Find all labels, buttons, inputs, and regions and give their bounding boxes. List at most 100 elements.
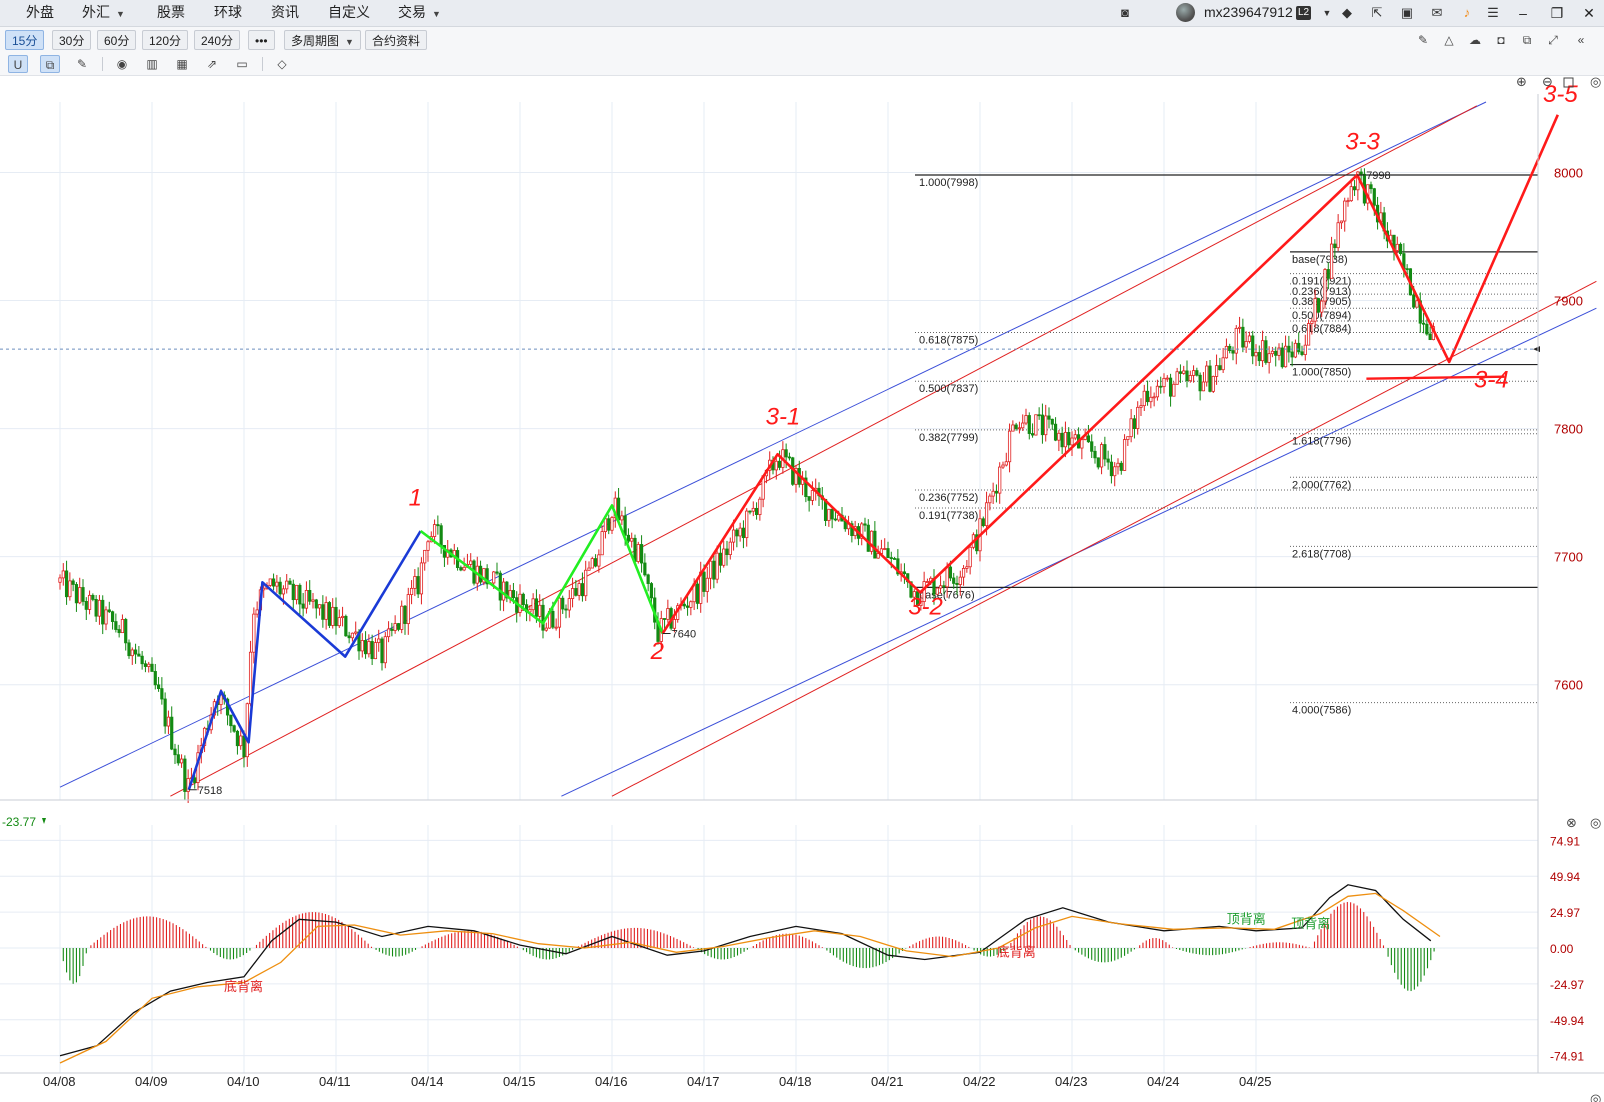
overlay-icon[interactable]: ⧉ bbox=[40, 55, 60, 73]
candle-body bbox=[1113, 466, 1117, 477]
candle-body bbox=[1004, 461, 1008, 466]
magnet-icon[interactable]: U bbox=[8, 55, 28, 73]
date-tick-label: 04/21 bbox=[871, 1074, 904, 1089]
close-panel-icon[interactable]: ⊗ bbox=[1566, 816, 1577, 831]
candle-body bbox=[143, 663, 148, 667]
candle-body bbox=[715, 552, 719, 580]
avatar[interactable] bbox=[1176, 3, 1195, 22]
menu-item-1[interactable]: 外汇 ▼ bbox=[82, 4, 125, 20]
period-button-0[interactable]: 15分 bbox=[5, 30, 45, 50]
candle-body bbox=[278, 581, 282, 595]
candle-body bbox=[1073, 434, 1077, 439]
candle-body bbox=[1300, 351, 1304, 355]
close-button[interactable]: ✕ bbox=[1583, 5, 1595, 21]
period-button-3[interactable]: 120分 bbox=[142, 30, 189, 50]
collapse-icon[interactable]: « bbox=[1577, 33, 1585, 47]
more-periods-button[interactable]: ••• bbox=[248, 30, 275, 50]
candle-body bbox=[511, 590, 516, 599]
candle-body bbox=[78, 587, 82, 604]
candle-body bbox=[570, 588, 575, 599]
candle-body bbox=[961, 568, 966, 578]
period-button-4[interactable]: 240分 bbox=[194, 30, 241, 50]
restore-button[interactable]: ❐ bbox=[1550, 5, 1564, 21]
candle-body bbox=[1030, 433, 1035, 436]
cloud-icon[interactable]: ☁ bbox=[1469, 33, 1481, 47]
zoom-in-icon[interactable]: ⊕ bbox=[1516, 75, 1527, 90]
grid-icon[interactable]: ▦ bbox=[176, 57, 188, 71]
candle-body bbox=[386, 628, 391, 638]
wave-lines bbox=[187, 114, 1559, 791]
settings-icon[interactable]: ◎ bbox=[1590, 816, 1601, 831]
candle-body bbox=[1270, 350, 1275, 355]
alert-bell-icon[interactable]: △ bbox=[1444, 33, 1454, 47]
panel-layout-icon[interactable] bbox=[1563, 77, 1574, 88]
draw-pen-icon[interactable]: ✎ bbox=[76, 57, 88, 71]
list-icon[interactable]: ☰ bbox=[1487, 5, 1499, 20]
eye-icon[interactable]: ◉ bbox=[116, 57, 128, 71]
candle-body bbox=[1001, 464, 1005, 468]
video-icon[interactable]: ▣ bbox=[1400, 5, 1414, 20]
minimize-button[interactable]: – bbox=[1519, 5, 1527, 21]
candle-body bbox=[1053, 423, 1058, 441]
fib-level-label: 0.382(7799) bbox=[919, 432, 978, 444]
candle-body bbox=[597, 554, 601, 567]
candle-body bbox=[1152, 396, 1156, 399]
candle-body bbox=[1021, 422, 1025, 429]
candle-body bbox=[288, 580, 292, 585]
candle-body bbox=[646, 574, 650, 584]
menu-item-6[interactable]: 交易 ▼ bbox=[398, 4, 441, 20]
fullscreen-icon[interactable]: ⤢ bbox=[1548, 33, 1558, 47]
candle-body bbox=[114, 621, 118, 630]
price-axis: 7600 7700 7800 7900 8000 bbox=[0, 165, 1583, 693]
candle-body bbox=[577, 583, 581, 596]
candle-body bbox=[587, 567, 591, 571]
fib-level-label: 0.618(7884) bbox=[1292, 323, 1351, 335]
period-button-1[interactable]: 30分 bbox=[52, 30, 92, 50]
menu-item-4[interactable]: 资讯 bbox=[271, 4, 299, 20]
fib-level-label: 0.500(7837) bbox=[919, 383, 978, 395]
pen-icon[interactable]: ✎ bbox=[1417, 33, 1429, 47]
ruler-icon[interactable]: ◇ bbox=[277, 57, 287, 71]
fib-level-label: 1.000(7850) bbox=[1292, 367, 1351, 379]
multi-period-button[interactable]: 多周期图 ▼ bbox=[284, 30, 361, 50]
window-icon[interactable]: ⧉ bbox=[1522, 33, 1532, 47]
macd-panel: -23.77 74.91 49.94 24.97 0.00 -24.97 -49.94 -74… bbox=[2, 815, 1584, 1064]
settings-icon[interactable]: ◎ bbox=[1590, 75, 1601, 90]
candle-body bbox=[91, 594, 95, 600]
menu-item-3[interactable]: 环球 bbox=[214, 4, 242, 20]
comment-icon[interactable]: ▭ bbox=[236, 57, 248, 71]
candle-body bbox=[554, 626, 558, 629]
expand-icon[interactable]: ⇱ bbox=[1371, 5, 1383, 20]
menu-item-2[interactable]: 股票 bbox=[157, 4, 185, 20]
candle-body bbox=[958, 576, 962, 585]
candle-body bbox=[725, 548, 729, 556]
candle-body bbox=[1244, 341, 1248, 348]
candle-body bbox=[101, 599, 105, 625]
candle-body bbox=[909, 581, 913, 598]
contract-info-button[interactable]: 合约资料 bbox=[365, 30, 428, 50]
candle-body bbox=[1132, 418, 1137, 430]
period-button-2[interactable]: 60分 bbox=[97, 30, 137, 50]
export-icon[interactable]: ⇗ bbox=[206, 57, 218, 71]
fib-level-label: 2.618(7708) bbox=[1292, 548, 1351, 560]
layers-icon[interactable]: ◆ bbox=[1342, 5, 1352, 20]
camera-icon[interactable]: ◘ bbox=[1497, 33, 1505, 47]
user-menu-chevron-icon[interactable]: ▼ bbox=[1322, 8, 1332, 18]
candle-body bbox=[1142, 390, 1146, 407]
bell-icon[interactable]: ♪ bbox=[1463, 5, 1471, 20]
candle-body bbox=[74, 584, 79, 604]
candle-body bbox=[919, 601, 923, 607]
candle-body bbox=[1109, 461, 1114, 477]
trash-icon[interactable]: ▥ bbox=[146, 57, 158, 71]
wave-line bbox=[419, 504, 664, 634]
candle-body bbox=[124, 619, 128, 644]
menu-item-0[interactable]: 外盘 bbox=[26, 4, 54, 20]
zoom-out-icon[interactable]: ⊖ bbox=[1542, 75, 1553, 90]
candle-body bbox=[1145, 390, 1150, 403]
robot-icon[interactable]: ◙ bbox=[1121, 5, 1129, 20]
settings-icon[interactable]: ◎ bbox=[1590, 1092, 1601, 1102]
menu-item-5[interactable]: 自定义 bbox=[328, 4, 370, 20]
user-name[interactable]: mx239647912 bbox=[1204, 4, 1293, 20]
mail-icon[interactable]: ✉ bbox=[1431, 5, 1443, 20]
